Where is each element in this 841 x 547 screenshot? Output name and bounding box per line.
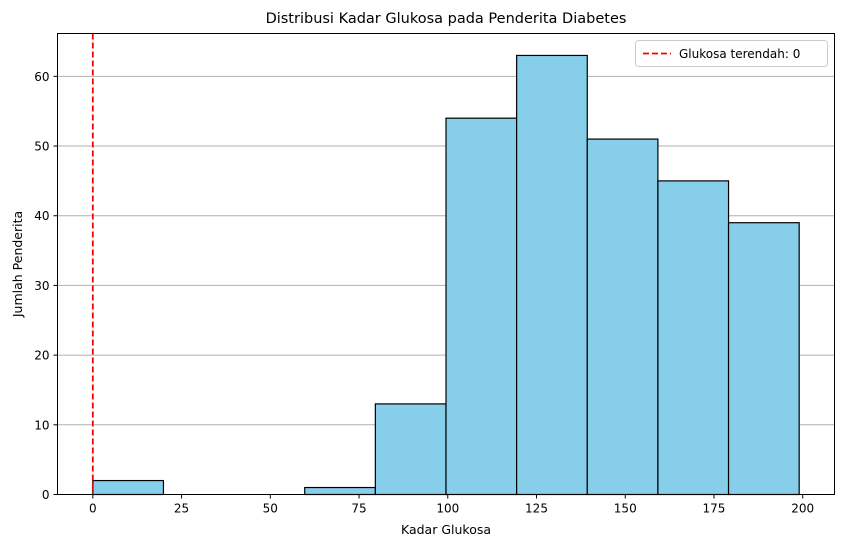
x-tick-label: 75 bbox=[351, 502, 366, 516]
histogram-bar bbox=[374, 403, 447, 496]
x-tick-label: 150 bbox=[614, 502, 637, 516]
histogram-bar bbox=[516, 54, 588, 496]
y-tick-label: 0 bbox=[42, 488, 50, 502]
legend: Glukosa terendah: 0 bbox=[635, 40, 828, 67]
histogram-bar bbox=[445, 117, 518, 496]
x-tick-label: 0 bbox=[89, 502, 97, 516]
y-tick-label: 40 bbox=[34, 209, 49, 223]
chart-title: Distribusi Kadar Glukosa pada Penderita … bbox=[266, 11, 627, 27]
plot-frame bbox=[57, 33, 835, 495]
histogram-bar bbox=[92, 479, 165, 496]
histogram-bar bbox=[586, 138, 659, 496]
x-axis-label: Kadar Glukosa bbox=[401, 522, 491, 537]
x-tick-label: 25 bbox=[174, 502, 189, 516]
x-tick-label: 125 bbox=[525, 502, 548, 516]
x-tick-label: 175 bbox=[703, 502, 726, 516]
y-tick-label: 60 bbox=[34, 70, 49, 84]
y-tick-label: 30 bbox=[34, 279, 49, 293]
histogram-bar bbox=[657, 180, 730, 496]
y-tick-label: 10 bbox=[34, 418, 49, 432]
legend-label: Glukosa terendah: 0 bbox=[679, 47, 800, 61]
x-tick-label: 50 bbox=[263, 502, 278, 516]
histogram-bars bbox=[92, 54, 800, 496]
y-axis-label: Jumlah Penderita bbox=[10, 211, 25, 318]
histogram-bar bbox=[727, 222, 800, 496]
x-tick-label: 100 bbox=[436, 502, 459, 516]
legend-box bbox=[635, 40, 828, 67]
x-axis-ticks: 0 25 50 75 100 125 150 175 200 bbox=[89, 494, 814, 516]
y-tick-label: 50 bbox=[34, 140, 49, 154]
y-axis-ticks: 0 10 20 30 40 50 60 bbox=[34, 70, 58, 502]
x-tick-label: 200 bbox=[791, 502, 814, 516]
histogram-bar bbox=[304, 486, 376, 496]
y-tick-label: 20 bbox=[34, 349, 49, 363]
